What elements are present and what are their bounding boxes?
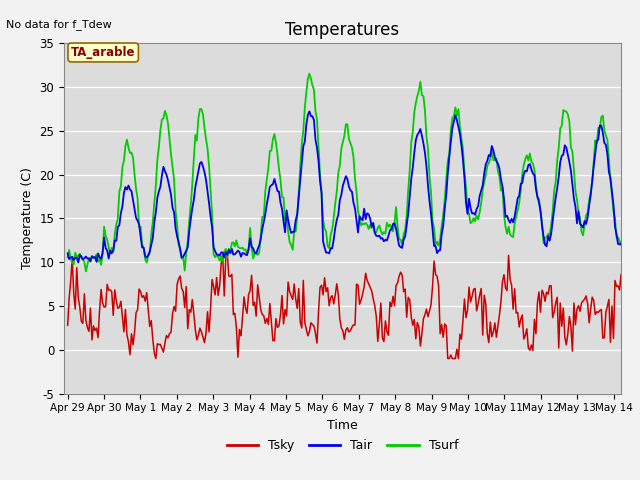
Text: TA_arable: TA_arable [71, 46, 136, 59]
Title: Temperatures: Temperatures [285, 21, 399, 39]
Y-axis label: Temperature (C): Temperature (C) [21, 168, 34, 269]
Legend: Tsky, Tair, Tsurf: Tsky, Tair, Tsurf [221, 434, 463, 457]
X-axis label: Time: Time [327, 419, 358, 432]
Text: No data for f_Tdew: No data for f_Tdew [6, 19, 112, 30]
